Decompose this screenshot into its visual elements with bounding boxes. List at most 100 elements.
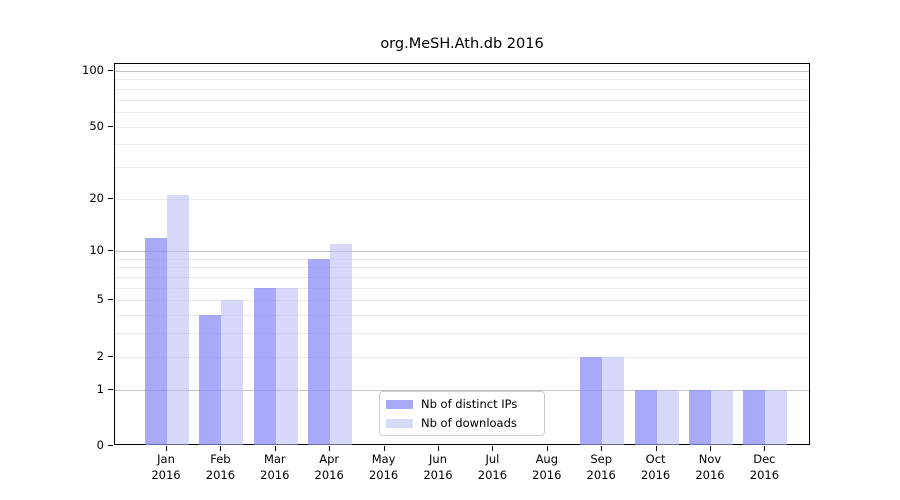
y-tick-mark [108,445,113,446]
x-tick-label: Dec 2016 [736,452,792,483]
minor-gridline [115,287,809,289]
x-tick-month: May [371,452,396,466]
plot-area [114,63,810,445]
y-tick-label: 5 [96,292,104,307]
minor-gridline [115,166,809,168]
bar-downloads [221,300,244,445]
x-tick-mark [655,446,657,451]
bar-distinct-ips [634,389,657,445]
y-tick-label: 100 [82,63,104,77]
legend: Nb of distinct IPs Nb of downloads [379,391,545,436]
bar-distinct-ips [743,389,766,445]
x-tick-mark [438,446,439,451]
x-tick-label: Sep 2016 [573,452,629,483]
major-gridline [115,251,809,253]
x-tick-label: Apr 2016 [301,452,357,483]
minor-gridline [115,356,809,358]
x-tick-year: 2016 [640,467,671,482]
major-gridline [115,389,809,391]
x-tick-mark [166,446,167,451]
minor-gridline [115,300,809,302]
x-tick-label: Jul 2016 [464,452,520,483]
bar-distinct-ips [308,258,331,445]
minor-gridline [115,198,809,200]
x-tick-year: 2016 [151,467,181,482]
y-tick-mark [108,197,113,199]
legend-label: Nb of downloads [421,416,517,430]
bar-downloads [330,244,353,445]
chart-title: org.MeSH.Ath.db 2016 [380,36,544,52]
x-tick-month: Apr [319,452,340,466]
y-tick-label: 10 [89,243,104,258]
bar-downloads [656,389,679,445]
x-tick-label: Jan 2016 [138,452,194,483]
minor-gridline [115,88,809,90]
x-tick-label: Feb 2016 [192,452,248,483]
x-tick-label: Oct 2016 [628,452,684,483]
minor-gridline [115,258,809,260]
legend-swatch [386,418,413,428]
minor-gridline [115,99,809,101]
y-tick-mark [108,388,113,390]
x-tick-month: Jul [485,452,500,466]
x-tick-year: 2016 [477,467,508,482]
x-tick-mark [764,446,766,451]
minor-gridline [115,267,809,269]
x-tick-year: 2016 [749,467,780,482]
x-tick-month: Jun [429,452,447,466]
bar-downloads [167,194,189,445]
legend-entry: Nb of downloads [386,415,536,431]
minor-gridline [115,79,809,81]
y-tick-mark [108,250,113,252]
y-tick-label: 2 [96,348,104,363]
legend-swatch [386,399,413,409]
legend-label: Nb of distinct IPs [421,397,518,411]
bar-downloads [765,389,788,445]
y-tick-mark [108,355,113,357]
x-tick-month: Mar [263,452,286,466]
minor-gridline [115,333,809,335]
bar-downloads [711,389,733,445]
bar-distinct-ips [689,389,711,445]
x-tick-month: Feb [210,452,231,466]
x-tick-mark [329,446,331,451]
minor-gridline [115,111,809,113]
bar-distinct-ips [580,356,603,445]
y-tick-mark [108,299,113,301]
x-tick-mark [546,446,548,451]
x-tick-label: Jun 2016 [410,452,466,483]
y-tick-label: 0 [96,438,104,452]
minor-gridline [115,315,809,317]
major-gridline [115,71,809,72]
minor-gridline [115,126,809,128]
x-tick-year: 2016 [695,467,725,482]
x-tick-month: Sep [590,452,613,466]
y-tick-label: 20 [89,190,104,205]
x-tick-mark [601,446,603,451]
x-tick-year: 2016 [314,467,344,482]
y-tick-mark [108,70,113,71]
bar-downloads [602,356,625,445]
x-tick-year: 2016 [205,467,236,482]
x-tick-year: 2016 [368,467,399,482]
x-tick-year: 2016 [586,467,616,482]
x-tick-mark [274,446,276,451]
x-tick-month: Nov [698,452,722,466]
x-tick-mark [383,446,385,451]
x-tick-month: Dec [753,452,776,466]
bar-distinct-ips [253,287,276,445]
x-tick-year: 2016 [423,467,453,482]
x-tick-mark [710,446,711,451]
x-tick-month: Oct [645,452,666,466]
bar-distinct-ips [199,315,222,445]
x-tick-month: Jan [157,452,175,466]
minor-gridline [115,144,809,146]
x-tick-label: Nov 2016 [682,452,738,483]
legend-entry: Nb of distinct IPs [386,396,536,412]
bar-downloads [275,287,298,445]
y-tick-label: 50 [89,118,104,133]
y-tick-mark [108,125,113,127]
x-tick-month: Aug [535,452,559,466]
x-tick-label: May 2016 [356,452,412,483]
